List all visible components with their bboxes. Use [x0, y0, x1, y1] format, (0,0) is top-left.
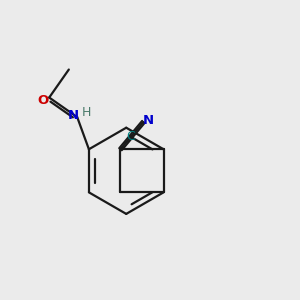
Text: H: H [82, 106, 92, 119]
Text: N: N [143, 114, 154, 127]
Text: O: O [38, 94, 49, 107]
Text: C: C [126, 130, 135, 143]
Text: N: N [68, 109, 79, 122]
